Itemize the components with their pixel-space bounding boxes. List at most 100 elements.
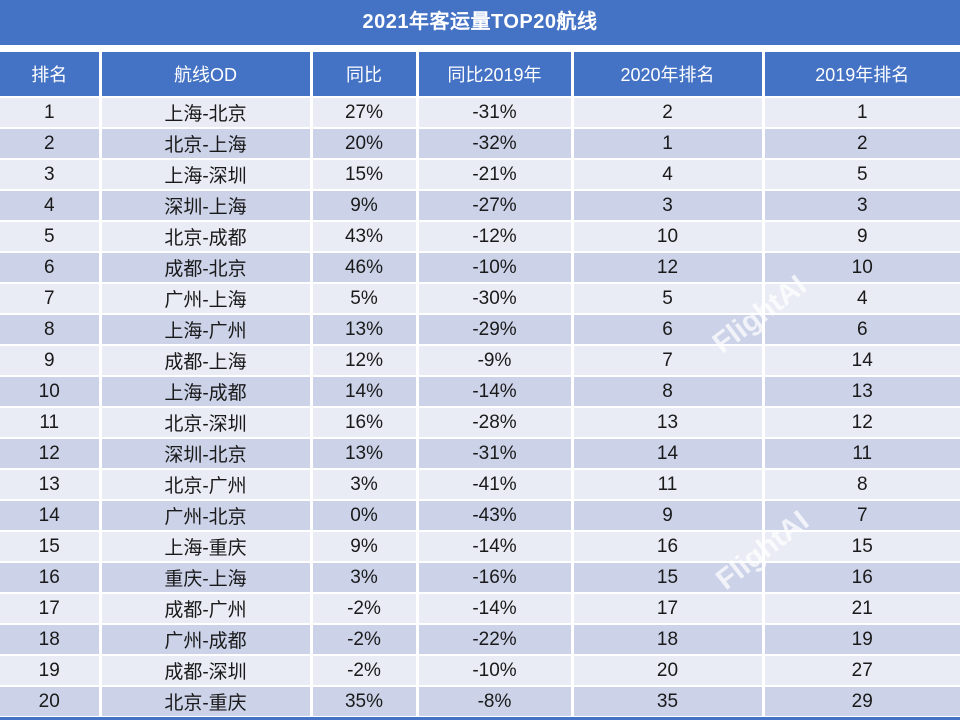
header-rank-2020: 2020年排名	[572, 52, 765, 98]
cell-route-od: 广州-成都	[100, 624, 313, 656]
cell-rank-2019: 27	[763, 655, 960, 687]
cell-yoy-vs-2019: -16%	[417, 562, 574, 594]
cell-rank-2019: 7	[763, 500, 960, 532]
cell-route-od: 成都-深圳	[100, 655, 313, 687]
cell-route-od: 重庆-上海	[100, 562, 313, 594]
cell-yoy: 14%	[311, 376, 419, 408]
cell-rank-2020: 8	[572, 376, 765, 408]
cell-route-od: 北京-上海	[100, 128, 313, 160]
cell-route-od: 北京-深圳	[100, 407, 313, 439]
cell-yoy: 16%	[311, 407, 419, 439]
cell-yoy-vs-2019: -27%	[417, 190, 574, 222]
cell-rank-2020: 35	[572, 686, 765, 718]
top20-routes-table: 排名 航线OD 同比 同比2019年 2020年排名 2019年排名 1 上海-北…	[0, 52, 960, 718]
cell-route-od: 上海-深圳	[100, 159, 313, 191]
cell-yoy: 46%	[311, 252, 419, 284]
table-row: 16 重庆-上海 3% -16% 15 16	[0, 562, 960, 594]
cell-route-od: 深圳-北京	[100, 438, 313, 470]
cell-rank-2020: 18	[572, 624, 765, 656]
cell-rank-2019: 11	[763, 438, 960, 470]
table-row: 3 上海-深圳 15% -21% 4 5	[0, 159, 960, 191]
cell-rank-2019: 9	[763, 221, 960, 253]
cell-yoy-vs-2019: -28%	[417, 407, 574, 439]
cell-rank-2020: 13	[572, 407, 765, 439]
cell-yoy: 0%	[311, 500, 419, 532]
cell-rank-2020: 2	[572, 97, 765, 129]
cell-yoy-vs-2019: -21%	[417, 159, 574, 191]
cell-route-od: 深圳-上海	[100, 190, 313, 222]
cell-yoy: -2%	[311, 624, 419, 656]
header-route-od: 航线OD	[100, 52, 313, 98]
cell-route-od: 成都-北京	[100, 252, 313, 284]
table-row: 12 深圳-北京 13% -31% 14 11	[0, 438, 960, 470]
cell-rank-2020: 12	[572, 252, 765, 284]
table-row: 19 成都-深圳 -2% -10% 20 27	[0, 655, 960, 687]
cell-rank: 18	[0, 624, 102, 656]
cell-rank: 5	[0, 221, 102, 253]
cell-rank: 8	[0, 314, 102, 346]
cell-yoy: 5%	[311, 283, 419, 315]
cell-rank-2019: 8	[763, 469, 960, 501]
table-body: 1 上海-北京 27% -31% 2 1 2 北京-上海 20% -32% 1 2 3 上海-深圳 15% -…	[0, 97, 960, 718]
cell-yoy-vs-2019: -41%	[417, 469, 574, 501]
cell-rank: 1	[0, 97, 102, 129]
table-row: 1 上海-北京 27% -31% 2 1	[0, 97, 960, 129]
cell-rank: 2	[0, 128, 102, 160]
cell-yoy-vs-2019: -29%	[417, 314, 574, 346]
cell-yoy-vs-2019: -10%	[417, 252, 574, 284]
cell-rank-2019: 29	[763, 686, 960, 718]
cell-rank: 20	[0, 686, 102, 718]
cell-rank-2020: 3	[572, 190, 765, 222]
cell-route-od: 北京-成都	[100, 221, 313, 253]
cell-rank-2019: 12	[763, 407, 960, 439]
cell-yoy: 9%	[311, 531, 419, 563]
cell-rank-2020: 16	[572, 531, 765, 563]
cell-route-od: 成都-上海	[100, 345, 313, 377]
cell-rank-2020: 17	[572, 593, 765, 625]
table-row: 9 成都-上海 12% -9% 7 14	[0, 345, 960, 377]
cell-rank: 15	[0, 531, 102, 563]
cell-yoy: 43%	[311, 221, 419, 253]
table-row: 4 深圳-上海 9% -27% 3 3	[0, 190, 960, 222]
cell-yoy: 15%	[311, 159, 419, 191]
cell-yoy: 12%	[311, 345, 419, 377]
cell-yoy-vs-2019: -12%	[417, 221, 574, 253]
table-row: 11 北京-深圳 16% -28% 13 12	[0, 407, 960, 439]
cell-rank-2019: 1	[763, 97, 960, 129]
table-row: 17 成都-广州 -2% -14% 17 21	[0, 593, 960, 625]
cell-yoy: -2%	[311, 593, 419, 625]
cell-rank-2020: 1	[572, 128, 765, 160]
cell-route-od: 上海-成都	[100, 376, 313, 408]
cell-rank-2019: 10	[763, 252, 960, 284]
table-row: 5 北京-成都 43% -12% 10 9	[0, 221, 960, 253]
cell-rank-2019: 15	[763, 531, 960, 563]
cell-yoy-vs-2019: -31%	[417, 97, 574, 129]
cell-route-od: 广州-北京	[100, 500, 313, 532]
cell-rank-2020: 10	[572, 221, 765, 253]
cell-rank: 6	[0, 252, 102, 284]
cell-yoy: 9%	[311, 190, 419, 222]
table-row: 15 上海-重庆 9% -14% 16 15	[0, 531, 960, 563]
cell-rank-2019: 6	[763, 314, 960, 346]
cell-yoy-vs-2019: -14%	[417, 376, 574, 408]
cell-rank: 10	[0, 376, 102, 408]
cell-yoy: 13%	[311, 438, 419, 470]
cell-rank-2019: 14	[763, 345, 960, 377]
header-yoy-vs-2019: 同比2019年	[417, 52, 574, 98]
header-yoy: 同比	[311, 52, 419, 98]
cell-yoy-vs-2019: -30%	[417, 283, 574, 315]
cell-rank: 11	[0, 407, 102, 439]
cell-rank: 7	[0, 283, 102, 315]
cell-rank: 4	[0, 190, 102, 222]
table-row: 8 上海-广州 13% -29% 6 6	[0, 314, 960, 346]
cell-route-od: 成都-广州	[100, 593, 313, 625]
cell-yoy: 20%	[311, 128, 419, 160]
cell-yoy: 3%	[311, 469, 419, 501]
cell-yoy: 13%	[311, 314, 419, 346]
cell-yoy-vs-2019: -32%	[417, 128, 574, 160]
cell-rank-2020: 5	[572, 283, 765, 315]
cell-yoy-vs-2019: -14%	[417, 593, 574, 625]
cell-rank-2019: 3	[763, 190, 960, 222]
cell-rank-2020: 14	[572, 438, 765, 470]
